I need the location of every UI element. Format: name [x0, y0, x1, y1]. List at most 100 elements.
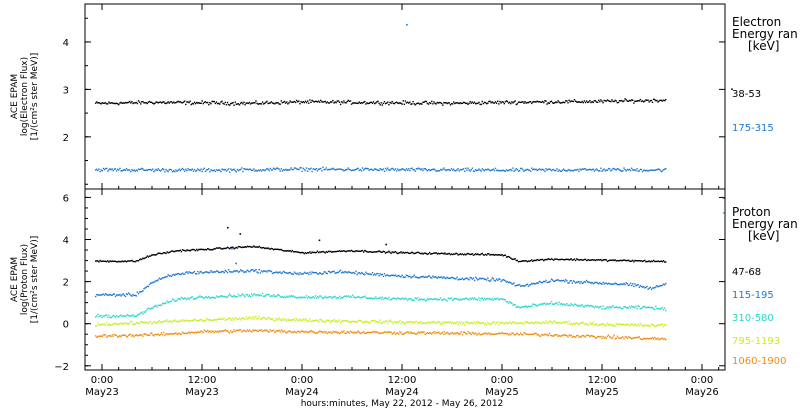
data-point — [660, 99, 662, 102]
data-point — [208, 319, 210, 321]
data-point — [520, 285, 522, 287]
data-point — [427, 321, 430, 324]
data-point — [610, 259, 612, 261]
data-point — [263, 330, 265, 332]
data-point — [364, 332, 366, 334]
data-point — [197, 331, 199, 333]
data-point — [177, 250, 179, 252]
data-point — [573, 336, 576, 338]
data-point — [332, 320, 334, 322]
data-point — [648, 169, 650, 172]
data-point — [357, 167, 359, 169]
data-point — [439, 333, 442, 335]
data-point — [595, 306, 598, 308]
data-point — [609, 336, 611, 338]
data-point — [582, 282, 584, 284]
data-point — [548, 302, 550, 305]
data-point — [611, 169, 613, 171]
data-point — [397, 252, 399, 255]
data-point — [101, 294, 103, 296]
data-point — [421, 252, 423, 254]
data-point — [219, 169, 221, 172]
data-point — [249, 295, 252, 298]
data-point — [281, 170, 284, 172]
data-point — [546, 333, 548, 336]
data-point — [585, 334, 588, 336]
data-point — [649, 100, 651, 102]
data-point — [601, 170, 603, 172]
data-point — [174, 300, 176, 302]
data-point — [288, 250, 290, 252]
data-point — [490, 169, 492, 171]
data-point — [313, 271, 315, 274]
data-point — [432, 103, 434, 105]
data-point — [208, 168, 210, 170]
data-point — [548, 320, 550, 322]
data-point — [387, 322, 389, 324]
data-point — [179, 298, 181, 301]
data-point — [319, 101, 321, 103]
data-point — [240, 269, 242, 271]
x-tick-label-time: 12:00 — [388, 375, 417, 386]
data-point — [495, 254, 498, 256]
data-point — [484, 332, 487, 334]
data-point — [141, 258, 143, 261]
data-point — [636, 168, 638, 170]
data-point — [211, 296, 213, 298]
data-point — [598, 283, 600, 285]
data-point — [501, 101, 503, 103]
data-point — [319, 272, 321, 274]
data-point — [555, 279, 557, 282]
data-point — [404, 322, 407, 324]
data-point — [548, 281, 550, 283]
data-point — [637, 305, 639, 307]
data-point — [336, 250, 338, 252]
data-point — [655, 260, 657, 263]
data-point — [601, 308, 603, 310]
data-point — [480, 322, 482, 325]
data-point — [304, 296, 307, 299]
data-point — [192, 271, 195, 274]
data-point — [409, 275, 411, 277]
data-point — [471, 253, 474, 255]
data-point — [457, 102, 459, 104]
data-point — [410, 252, 412, 254]
data-point — [596, 336, 599, 338]
data-point — [143, 257, 145, 260]
data-point — [493, 297, 496, 300]
x-tick-label-date: May25 — [485, 387, 518, 398]
data-point — [412, 252, 414, 254]
data-point — [400, 102, 402, 104]
data-point — [448, 297, 450, 300]
data-point — [445, 321, 447, 324]
data-point — [654, 98, 656, 101]
data-point — [363, 321, 365, 324]
data-point — [144, 333, 146, 335]
data-point — [484, 322, 487, 324]
data-point — [194, 319, 197, 321]
data-point — [207, 101, 209, 104]
data-point — [256, 271, 258, 273]
data-point — [585, 322, 588, 325]
data-point — [461, 277, 464, 280]
data-point — [231, 319, 233, 321]
data-point — [375, 321, 377, 323]
data-point — [336, 271, 338, 274]
data-point — [121, 260, 123, 262]
data-point — [634, 306, 636, 309]
data-point — [253, 318, 255, 320]
data-point — [627, 284, 630, 287]
data-point — [221, 330, 223, 332]
data-point — [95, 295, 97, 298]
data-point — [243, 329, 245, 331]
data-point — [370, 320, 373, 322]
data-point — [163, 303, 165, 305]
data-point — [486, 169, 488, 171]
data-point — [152, 307, 154, 309]
data-point — [574, 100, 577, 102]
data-point — [482, 254, 485, 256]
data-point — [439, 102, 442, 104]
data-point — [454, 253, 456, 255]
